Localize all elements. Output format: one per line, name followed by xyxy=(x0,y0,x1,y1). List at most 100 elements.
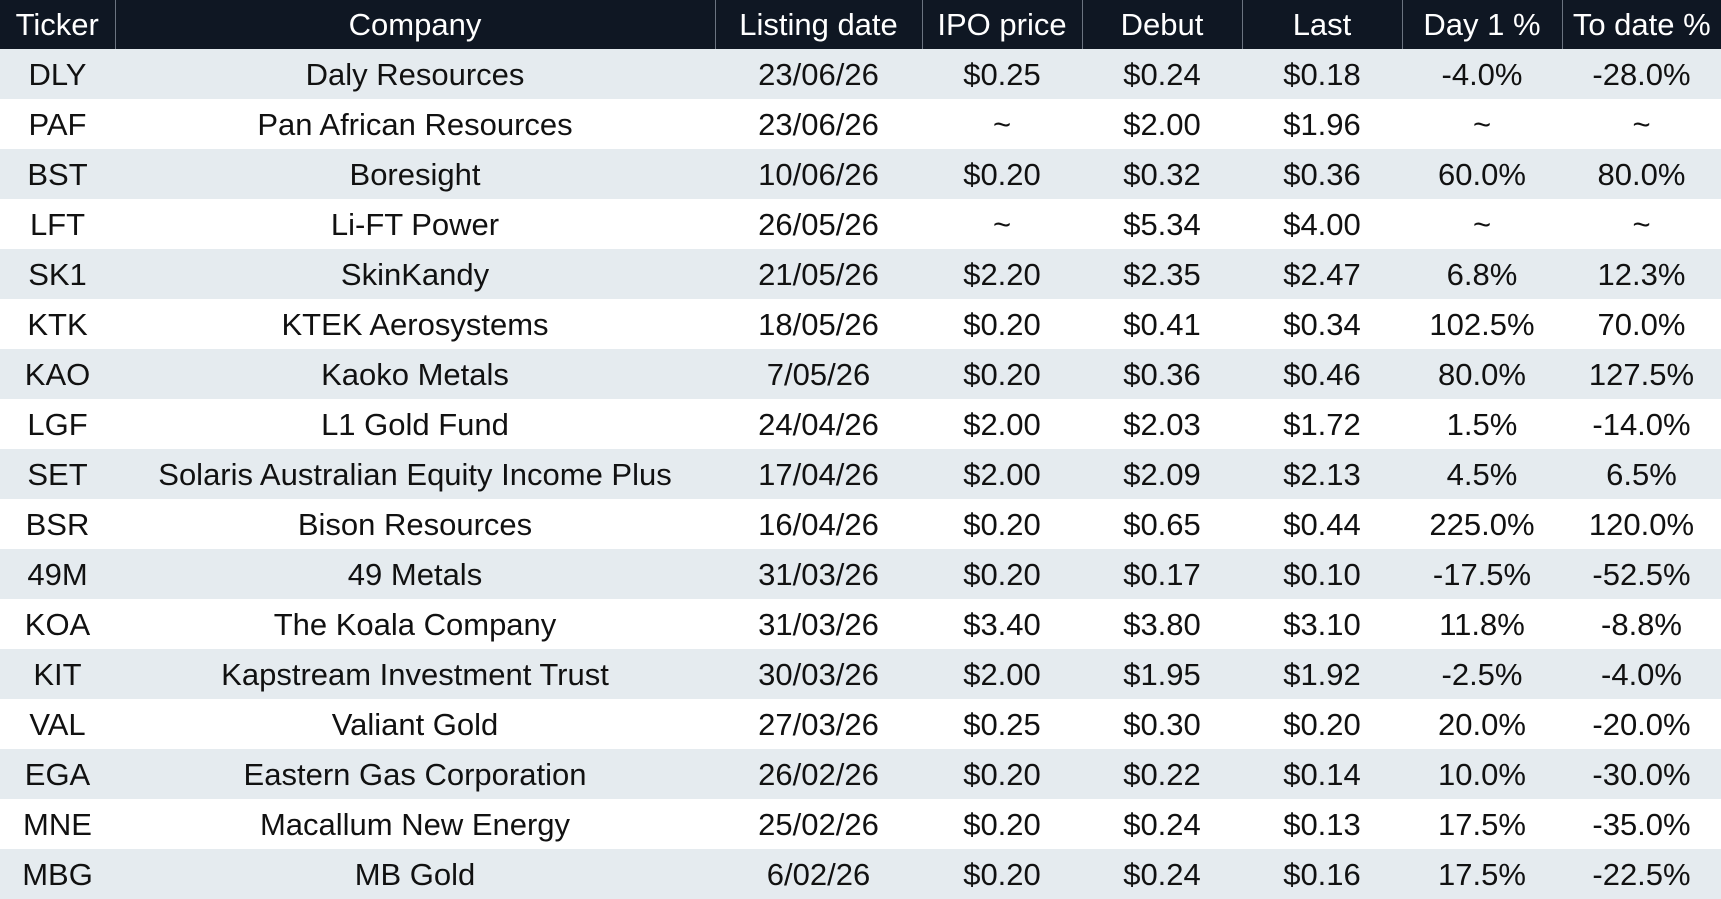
cell-last: $3.10 xyxy=(1242,599,1402,649)
table-row: MNE Macallum New Energy 25/02/26 $0.20 $0.24… xyxy=(0,799,1721,849)
cell-debut: $5.34 xyxy=(1082,199,1242,249)
cell-listing-date: 7/05/26 xyxy=(715,349,922,399)
table-row: LGF L1 Gold Fund 24/04/26 $2.00 $2.03 $1.72 1.… xyxy=(0,399,1721,449)
cell-listing-date: 21/05/26 xyxy=(715,249,922,299)
cell-debut: $2.03 xyxy=(1082,399,1242,449)
cell-to-date: -22.5% xyxy=(1562,849,1721,899)
cell-last: $0.44 xyxy=(1242,499,1402,549)
header-day1: Day 1 % xyxy=(1402,0,1563,49)
cell-debut: $0.41 xyxy=(1082,299,1242,349)
cell-ipo-price: $2.00 xyxy=(922,399,1082,449)
cell-day1: 6.8% xyxy=(1402,249,1562,299)
cell-to-date: -8.8% xyxy=(1562,599,1721,649)
cell-ticker: LGF xyxy=(0,399,115,449)
cell-debut: $0.22 xyxy=(1082,749,1242,799)
table-row: KTK KTEK Aerosystems 18/05/26 $0.20 $0.41 $0.… xyxy=(0,299,1721,349)
cell-to-date: ~ xyxy=(1562,99,1721,149)
table-row: MBG MB Gold 6/02/26 $0.20 $0.24 $0.16 17.5% -22… xyxy=(0,849,1721,899)
cell-listing-date: 23/06/26 xyxy=(715,49,922,99)
cell-day1: 102.5% xyxy=(1402,299,1562,349)
cell-company: The Koala Company xyxy=(115,599,715,649)
cell-company: KTEK Aerosystems xyxy=(115,299,715,349)
cell-debut: $2.00 xyxy=(1082,99,1242,149)
cell-to-date: 12.3% xyxy=(1562,249,1721,299)
cell-listing-date: 18/05/26 xyxy=(715,299,922,349)
cell-to-date: ~ xyxy=(1562,199,1721,249)
cell-ticker: EGA xyxy=(0,749,115,799)
table-header: Ticker Company Listing date IPO price De… xyxy=(0,0,1721,49)
cell-to-date: -35.0% xyxy=(1562,799,1721,849)
cell-ticker: KOA xyxy=(0,599,115,649)
cell-company: L1 Gold Fund xyxy=(115,399,715,449)
table-row: SET Solaris Australian Equity Income Plus… xyxy=(0,449,1721,499)
cell-to-date: 70.0% xyxy=(1562,299,1721,349)
cell-company: Kapstream Investment Trust xyxy=(115,649,715,699)
header-row: Ticker Company Listing date IPO price De… xyxy=(0,0,1721,49)
cell-last: $0.16 xyxy=(1242,849,1402,899)
table-row: KOA The Koala Company 31/03/26 $3.40 $3.80 $3… xyxy=(0,599,1721,649)
table-row: VAL Valiant Gold 27/03/26 $0.25 $0.30 $0.20 20… xyxy=(0,699,1721,749)
header-last: Last xyxy=(1242,0,1403,49)
cell-day1: -17.5% xyxy=(1402,549,1562,599)
cell-day1: ~ xyxy=(1402,99,1562,149)
cell-listing-date: 6/02/26 xyxy=(715,849,922,899)
table-row: SK1 SkinKandy 21/05/26 $2.20 $2.35 $2.47 6.8% 1… xyxy=(0,249,1721,299)
cell-listing-date: 25/02/26 xyxy=(715,799,922,849)
cell-last: $0.46 xyxy=(1242,349,1402,399)
cell-ticker: VAL xyxy=(0,699,115,749)
table-row: LFT Li-FT Power 26/05/26 ~ $5.34 $4.00 ~ ~ xyxy=(0,199,1721,249)
header-ipo-price: IPO price xyxy=(922,0,1083,49)
cell-last: $2.13 xyxy=(1242,449,1402,499)
cell-debut: $2.35 xyxy=(1082,249,1242,299)
cell-day1: 17.5% xyxy=(1402,849,1562,899)
cell-ipo-price: $2.20 xyxy=(922,249,1082,299)
cell-last: $0.18 xyxy=(1242,49,1402,99)
cell-to-date: -20.0% xyxy=(1562,699,1721,749)
cell-ticker: SK1 xyxy=(0,249,115,299)
cell-company: Li-FT Power xyxy=(115,199,715,249)
table-row: KIT Kapstream Investment Trust 30/03/26 $2.… xyxy=(0,649,1721,699)
cell-day1: 225.0% xyxy=(1402,499,1562,549)
cell-company: MB Gold xyxy=(115,849,715,899)
cell-ipo-price: $0.20 xyxy=(922,749,1082,799)
cell-listing-date: 16/04/26 xyxy=(715,499,922,549)
cell-company: 49 Metals xyxy=(115,549,715,599)
cell-listing-date: 31/03/26 xyxy=(715,549,922,599)
cell-day1: 17.5% xyxy=(1402,799,1562,849)
cell-debut: $0.32 xyxy=(1082,149,1242,199)
cell-day1: ~ xyxy=(1402,199,1562,249)
cell-last: $4.00 xyxy=(1242,199,1402,249)
table-row: PAF Pan African Resources 23/06/26 ~ $2.00 $1… xyxy=(0,99,1721,149)
header-listing-date: Listing date xyxy=(715,0,923,49)
cell-day1: -2.5% xyxy=(1402,649,1562,699)
cell-debut: $0.24 xyxy=(1082,799,1242,849)
cell-listing-date: 26/02/26 xyxy=(715,749,922,799)
cell-ticker: KTK xyxy=(0,299,115,349)
header-company: Company xyxy=(115,0,716,49)
cell-debut: $3.80 xyxy=(1082,599,1242,649)
cell-ticker: MBG xyxy=(0,849,115,899)
cell-day1: 1.5% xyxy=(1402,399,1562,449)
cell-ipo-price: ~ xyxy=(922,199,1082,249)
cell-ticker: BST xyxy=(0,149,115,199)
cell-day1: 60.0% xyxy=(1402,149,1562,199)
cell-company: Valiant Gold xyxy=(115,699,715,749)
cell-day1: 4.5% xyxy=(1402,449,1562,499)
cell-company: Kaoko Metals xyxy=(115,349,715,399)
cell-listing-date: 30/03/26 xyxy=(715,649,922,699)
cell-company: Solaris Australian Equity Income Plus xyxy=(115,449,715,499)
cell-ipo-price: $3.40 xyxy=(922,599,1082,649)
cell-ipo-price: $0.20 xyxy=(922,299,1082,349)
table-row: 49M 49 Metals 31/03/26 $0.20 $0.17 $0.10 -17.5… xyxy=(0,549,1721,599)
cell-ticker: SET xyxy=(0,449,115,499)
cell-listing-date: 17/04/26 xyxy=(715,449,922,499)
cell-last: $1.92 xyxy=(1242,649,1402,699)
cell-ticker: LFT xyxy=(0,199,115,249)
cell-ipo-price: $0.20 xyxy=(922,499,1082,549)
cell-debut: $0.24 xyxy=(1082,849,1242,899)
header-debut: Debut xyxy=(1082,0,1243,49)
cell-ticker: DLY xyxy=(0,49,115,99)
cell-company: Macallum New Energy xyxy=(115,799,715,849)
cell-company: Eastern Gas Corporation xyxy=(115,749,715,799)
